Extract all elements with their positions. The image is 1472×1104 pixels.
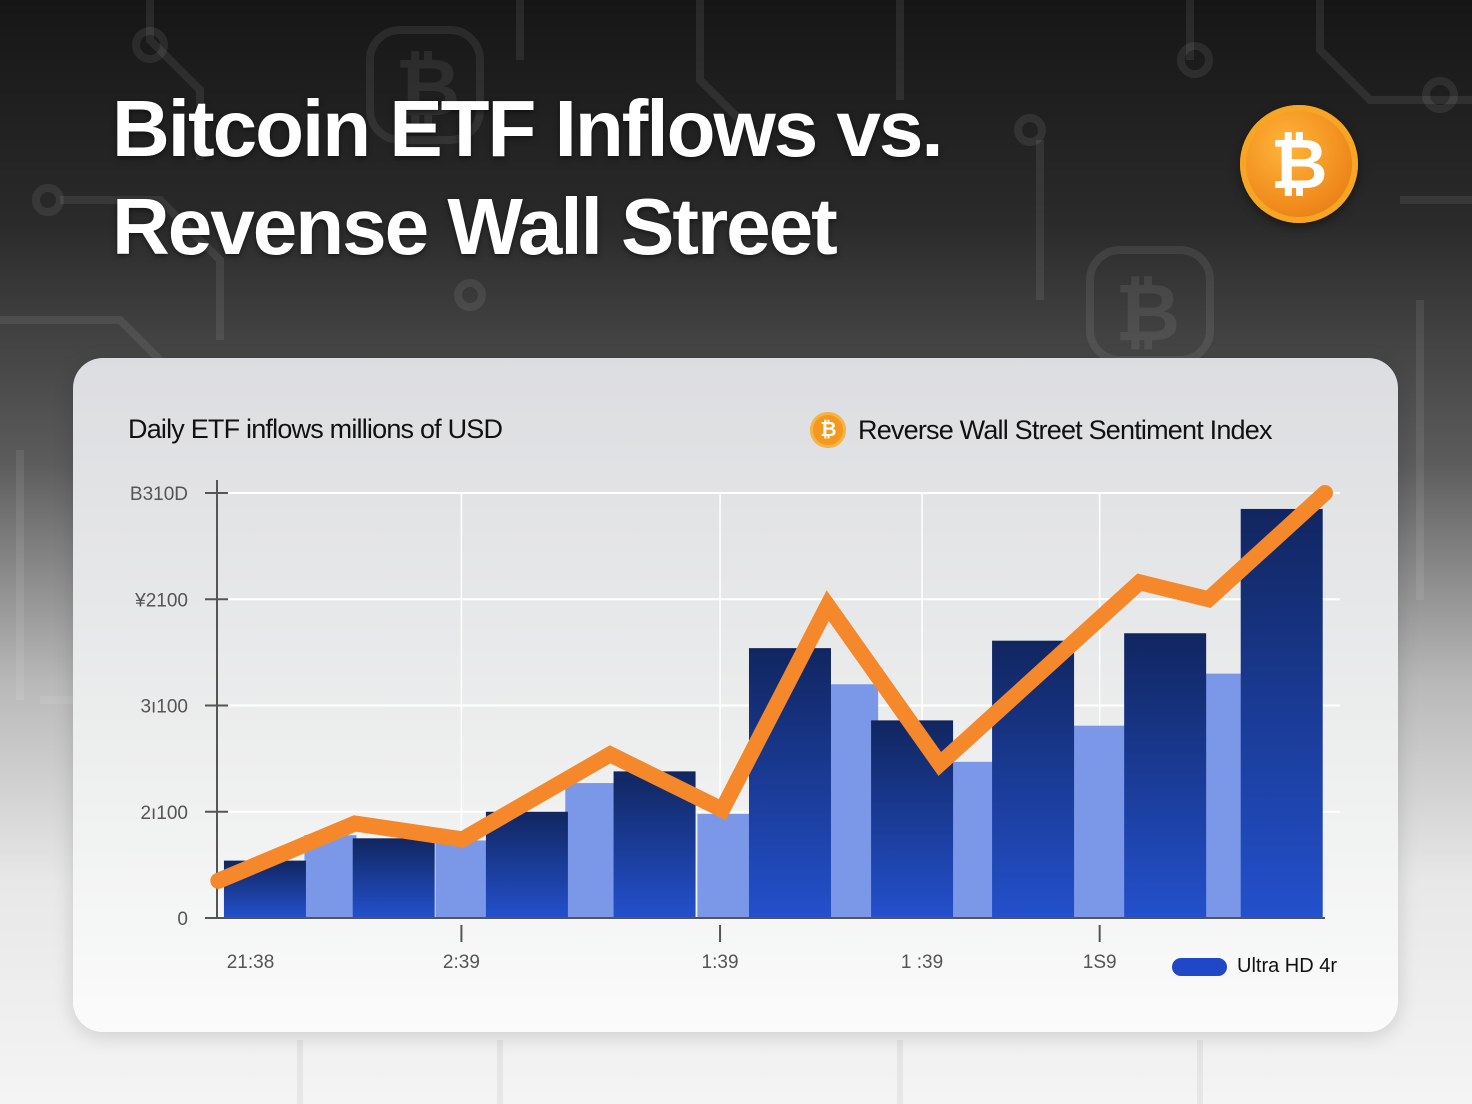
legend-item-inflows: Ultra HD 4r [1172,955,1337,978]
y-tick-label: 2ı100 [140,803,188,824]
sentiment-point [1207,598,1210,601]
x-tick-label: 1:39 [702,952,739,973]
title-line-1: Bitcoin ETF Inflows vs. [112,84,944,173]
bitcoin-coin-icon: ₿ [810,412,846,448]
y-tick-label: ¥2100 [134,590,188,611]
bar-inflow [871,720,954,918]
sentiment-point [721,808,724,811]
sentiment-point [938,762,941,765]
y-tick-label: 3ı100 [140,697,188,718]
bar-inflow [485,811,568,918]
sentiment-point [1324,492,1326,494]
legend-item-sentiment: ₿ Reverse Wall Street Sentiment Index [810,412,1273,448]
svg-text:₿: ₿ [1115,268,1180,357]
legend-swatch [1172,957,1227,976]
sentiment-point [461,838,464,841]
bar-inflow [352,838,435,918]
bar-light [826,684,879,918]
legend-label: Ultra HD 4r [1237,955,1338,977]
sentiment-point [826,604,829,607]
bar-light [565,783,618,918]
sentiment-point [353,822,356,825]
bar-inflow [1124,633,1207,918]
sentiment-point [609,753,612,756]
x-tick-label: 1S9 [1083,952,1117,973]
x-tick-label: 2:39 [443,952,480,973]
sentiment-point [1138,581,1141,584]
sentiment-point [217,879,220,882]
bar-light [435,840,488,918]
bitcoin-coin-icon: ₿ [1240,105,1358,223]
y-tick-label: B310D [130,484,188,505]
x-tick-label: 21:38 [227,952,275,973]
bar-light [697,813,750,918]
page-title: Bitcoin ETF Inflows vs. Revense Wall Str… [112,80,944,276]
bar-inflow [1240,508,1323,918]
sentiment-line [210,485,1333,889]
y-axis-label: Daily ETF inflows millions of USD [128,414,503,444]
x-tick-label: 1 :39 [901,952,943,973]
legend-label: Reverse Wall Street Sentiment Index [858,414,1273,445]
title-line-2: Revense Wall Street [112,182,838,271]
y-tick-label: 0 [177,909,188,930]
bar-light [946,761,999,918]
bar-light [1073,725,1126,918]
svg-text:₿: ₿ [395,43,460,132]
